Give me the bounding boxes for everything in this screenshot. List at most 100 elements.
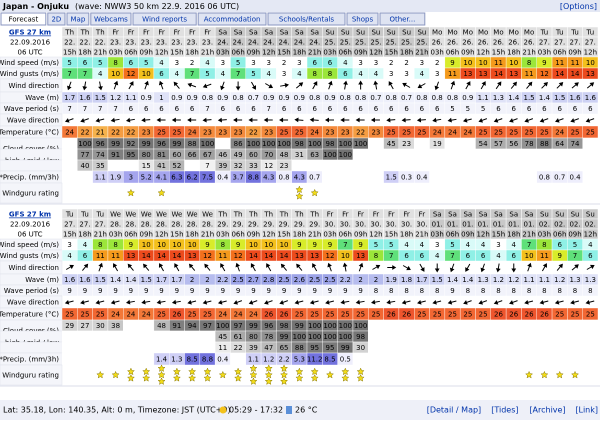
tab-label[interactable]: Schools/Rentals: [279, 16, 335, 24]
wave-period-value: 6: [404, 105, 409, 113]
row-label: Wind direction: [9, 82, 60, 90]
wave-period-value: 8: [573, 287, 577, 295]
wind-speed-value: 11: [494, 59, 503, 67]
wave-value: 1.4: [539, 94, 551, 102]
arrow-head: [80, 118, 85, 123]
precip-value: 4.3: [294, 174, 305, 182]
wave-value: 0.9: [462, 94, 473, 102]
tab[interactable]: [132, 12, 197, 26]
cell-bg: [536, 159, 553, 172]
arrow-shaft: [419, 300, 426, 304]
wind-dir-arrow: [358, 262, 364, 272]
model-link[interactable]: GFS 27 km: [9, 29, 51, 37]
wave-period-value: 9: [328, 287, 332, 295]
tab-label[interactable]: Webcams: [94, 16, 128, 24]
cell-bg: [61, 170, 78, 184]
cloud-low-value: 15: [142, 162, 151, 170]
day-label: Fr: [189, 29, 196, 37]
precip-value: 0.4: [217, 174, 229, 182]
arrow-head: [309, 117, 314, 123]
options-link[interactable]: [Options]: [560, 2, 597, 11]
arrow-head: [187, 299, 192, 305]
cloud-mid-value: 100: [308, 333, 321, 341]
precip-value: 0.4: [569, 174, 581, 182]
hour-label: 09h: [140, 49, 153, 57]
tab-label[interactable]: Forecast: [9, 16, 39, 24]
precip-value: 5.3: [294, 356, 305, 364]
cell-bg: [184, 341, 201, 354]
tab-label[interactable]: Shops: [352, 16, 374, 24]
cell-bg: [123, 330, 139, 343]
rating-stars: [111, 370, 120, 379]
wind-speed-value: 8: [527, 59, 531, 67]
arrow-head: [83, 263, 89, 269]
cloud-mid-value: 46: [218, 151, 227, 159]
tab-label[interactable]: Other...: [389, 16, 415, 24]
footer-link[interactable]: [Archive]: [529, 406, 565, 415]
wave-dir-arrow: [585, 118, 595, 123]
arrow-head: [250, 263, 256, 268]
row-label: Wave period (s): [4, 287, 59, 295]
temperature-value: 23: [341, 129, 350, 137]
row-label-bg: [0, 182, 63, 204]
cloud-high-value: 100: [308, 322, 321, 330]
footer-link[interactable]: [Detail / Map]: [427, 406, 481, 415]
arrow-shaft: [312, 300, 319, 304]
footer-link[interactable]: [Tides]: [491, 406, 518, 415]
wave-dir-arrow: [279, 300, 288, 305]
temperature-value: 26: [264, 311, 273, 319]
arrow-head: [141, 117, 146, 123]
wave-period-value: 7: [98, 105, 102, 113]
wave-value: 2.5: [233, 276, 244, 284]
wind-dir-arrow: [373, 80, 379, 90]
rating-stars: [295, 367, 304, 382]
wind-speed-value: 8: [113, 59, 117, 67]
star: [264, 377, 273, 385]
hour-label: 09h: [568, 231, 581, 239]
model-link[interactable]: GFS 27 km: [9, 211, 51, 219]
arrow-shaft: [404, 300, 411, 304]
arrow-head: [386, 117, 391, 123]
wave-value: 2: [358, 276, 362, 284]
cloud-high-value: 100: [78, 140, 91, 148]
tab[interactable]: [66, 12, 90, 26]
cloud-mid-value: 78: [264, 333, 273, 341]
tab[interactable]: [0, 12, 47, 26]
tab[interactable]: [90, 12, 132, 26]
arrow-head: [69, 264, 74, 270]
cell-bg: [567, 330, 583, 343]
day-label: We: [171, 211, 182, 219]
tab-label[interactable]: Wind reports: [142, 16, 187, 24]
arrow-head: [539, 118, 545, 123]
wind-dir-arrow: [556, 81, 564, 89]
tab[interactable]: [47, 12, 66, 26]
tab-label[interactable]: Accommodation: [204, 16, 261, 24]
day-label: Su: [586, 211, 595, 219]
wave-value: 1.5: [432, 276, 443, 284]
date-label: 28.: [110, 221, 121, 229]
wave-period-value: 9: [144, 287, 148, 295]
temperature-value: 25: [65, 311, 74, 319]
wind-speed-value: 10: [142, 241, 151, 249]
wind-speed-value: 10: [280, 241, 289, 249]
cell-bg: [414, 352, 430, 366]
arrow-head: [370, 117, 375, 123]
arrow-head: [463, 300, 468, 305]
tab-label[interactable]: Map: [71, 16, 86, 24]
wind-speed-value: 5: [236, 59, 240, 67]
footer-link[interactable]: [Link]: [575, 406, 598, 415]
cell-bg: [490, 341, 507, 354]
wind-speed-value: 5: [389, 241, 393, 249]
cell-bg: [184, 159, 201, 172]
tab[interactable]: [197, 12, 267, 26]
temperature-value: 25: [203, 311, 212, 319]
tab[interactable]: [379, 12, 426, 26]
arrow-head: [284, 82, 289, 88]
tab[interactable]: [346, 12, 379, 26]
wave-period-value: 9: [450, 287, 454, 295]
tab-label[interactable]: 2D: [51, 16, 61, 24]
wind-speed-value: 9: [129, 241, 133, 249]
precip-value: 4.3: [263, 174, 274, 182]
temperature-value: 25: [356, 311, 365, 319]
tab[interactable]: [267, 12, 346, 26]
